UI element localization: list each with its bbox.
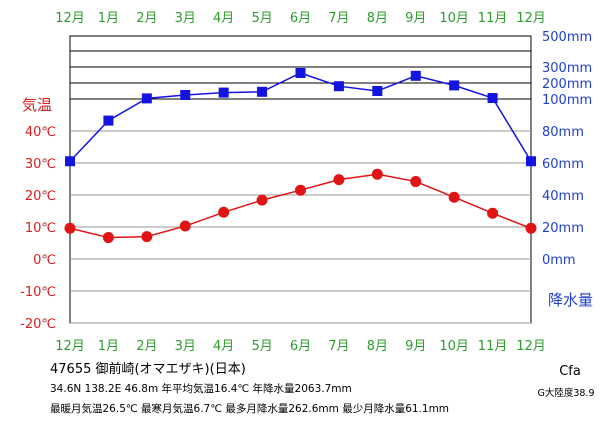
month-label-top: 8月 <box>367 11 388 26</box>
month-label-bottom: 3月 <box>175 339 196 354</box>
station-name: 47655 御前崎(オマエザキ)(日本) <box>50 361 246 377</box>
month-label-bottom: 6月 <box>290 339 311 354</box>
temperature-point <box>218 206 230 218</box>
station-stats: 34.6N 138.2E 46.8m 年平均気温16.4℃ 年降水量2063.7… <box>50 382 352 395</box>
precipitation-point <box>526 156 536 167</box>
precipitation-point <box>487 93 498 104</box>
precipitation-tick-label: 300mm <box>542 61 592 76</box>
month-label-top: 3月 <box>175 11 196 26</box>
temperature-point <box>525 222 537 234</box>
precipitation-axis-title: 降水量 <box>548 291 593 309</box>
month-label-bottom: 11月 <box>478 339 508 354</box>
month-label-bottom: 12月 <box>516 339 546 354</box>
month-label-bottom: 9月 <box>405 339 426 354</box>
temperature-tick-label: 10℃ <box>25 221 56 236</box>
temperature-point <box>448 191 460 203</box>
month-label-bottom: 12月 <box>55 339 85 354</box>
precipitation-point <box>180 90 191 100</box>
precipitation-point <box>372 86 383 96</box>
grid <box>69 35 532 324</box>
precipitation-tick-label: 20mm <box>542 221 584 236</box>
series <box>64 67 537 244</box>
month-label-bottom: 7月 <box>328 339 349 354</box>
month-label-bottom: 8月 <box>367 339 388 354</box>
month-label-bottom: 2月 <box>136 339 157 354</box>
temperature-tick-label: 40℃ <box>25 125 56 140</box>
month-label-bottom: 5月 <box>251 339 272 354</box>
climate-class: Cfa <box>559 364 581 379</box>
precipitation-tick-label: 100mm <box>542 93 592 108</box>
temperature-point <box>371 168 383 180</box>
temperature-point <box>102 232 114 244</box>
precipitation-point <box>295 67 306 78</box>
month-label-top: 5月 <box>251 11 272 26</box>
month-label-top: 12月 <box>516 11 546 26</box>
temperature-point <box>256 194 268 206</box>
month-label-top: 7月 <box>328 11 349 26</box>
temperature-point <box>141 231 153 243</box>
month-label-top: 4月 <box>213 11 234 26</box>
precipitation-tick-label: 0mm <box>542 253 576 268</box>
plot-frame <box>69 35 532 324</box>
precipitation-point <box>218 87 229 98</box>
precipitation-point <box>257 86 268 97</box>
precipitation-point <box>103 115 114 126</box>
month-label-top: 9月 <box>405 11 426 26</box>
temperature-point <box>295 184 306 196</box>
month-label-top: 1月 <box>98 11 119 26</box>
month-label-top: 11月 <box>478 11 508 26</box>
bottom-month-axis: 12月 1月 2月 3月 4月 5月 6月 7月 8月 9月 10月 11月 12月 <box>55 339 546 354</box>
precipitation-tick-label: 500mm <box>542 30 592 45</box>
temperature-line <box>69 173 532 239</box>
continentality-index: G大陸度38.9 <box>537 387 594 399</box>
precipitation-tick-label: 80mm <box>542 125 584 140</box>
month-label-top: 12月 <box>55 11 85 26</box>
temperature-point <box>487 207 499 219</box>
precipitation-tick-label: 60mm <box>542 157 584 172</box>
temperature-point <box>333 174 345 186</box>
temperature-tick-label: -20℃ <box>20 317 56 332</box>
precipitation-point <box>141 93 152 104</box>
temperature-axis-title: 気温 <box>22 96 52 114</box>
precipitation-tick-label: 40mm <box>542 189 584 204</box>
month-label-top: 6月 <box>290 11 311 26</box>
precipitation-point <box>333 81 344 92</box>
station-extremes: 最暖月気温26.5℃ 最寒月気温6.7℃ 最多月降水量262.6mm 最少月降水… <box>50 402 449 415</box>
month-label-top: 10月 <box>439 11 469 26</box>
top-month-axis: 12月 1月 2月 3月 4月 5月 6月 7月 8月 9月 10月 11月 12月 <box>55 11 546 26</box>
precipitation-tick-label: 200mm <box>542 77 592 92</box>
month-label-bottom: 10月 <box>439 339 469 354</box>
temperature-tick-label: 20℃ <box>25 189 56 204</box>
temperature-tick-label: 30℃ <box>25 157 56 172</box>
temperature-tick-label: -10℃ <box>20 285 56 300</box>
month-label-bottom: 1月 <box>98 339 119 354</box>
temperature-tick-label: 0℃ <box>33 253 56 268</box>
precipitation-point <box>449 80 460 91</box>
temperature-axis: 40℃ 30℃ 20℃ 10℃ 0℃ -10℃ -20℃ <box>20 125 56 332</box>
precipitation-point <box>410 70 421 81</box>
month-label-top: 2月 <box>136 11 157 26</box>
precipitation-point <box>65 156 75 167</box>
temperature-point <box>410 176 422 188</box>
temperature-point <box>179 220 191 232</box>
month-label-bottom: 4月 <box>213 339 234 354</box>
temperature-point <box>64 222 76 234</box>
precipitation-line <box>69 72 532 162</box>
